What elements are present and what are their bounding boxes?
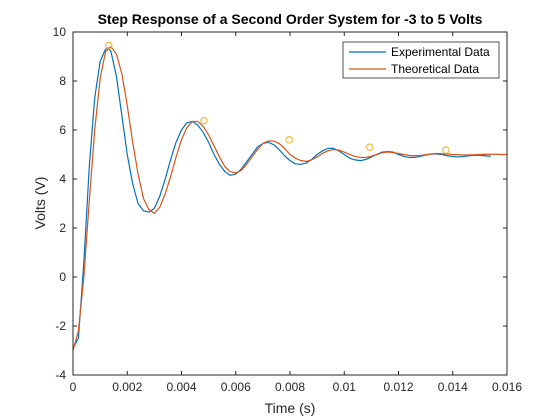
x-tick-label: 0.01 (333, 380, 357, 394)
y-axis-label: Volts (V) (32, 177, 48, 230)
peak-marker (366, 143, 374, 151)
x-tick-label: 0.002 (112, 380, 142, 394)
chart-title: Step Response of a Second Order System f… (98, 11, 483, 27)
y-tick-label: 4 (59, 172, 66, 186)
y-tick-label: 0 (59, 270, 66, 284)
legend: Experimental Data Theoretical Data (342, 41, 500, 79)
x-tick-label: 0 (70, 380, 77, 394)
y-tick-label: 6 (59, 123, 66, 137)
x-tick-label: 0.008 (275, 380, 305, 394)
peak-marker (442, 146, 450, 154)
peak-marker (285, 136, 293, 144)
x-tick-label: 0.012 (383, 380, 413, 394)
series-line-1 (72, 46, 507, 351)
x-tick-label: 0.014 (438, 380, 468, 394)
series-layer (72, 46, 507, 351)
legend-box (342, 41, 500, 79)
x-axis-label: Time (s) (265, 400, 316, 416)
series-line-0 (72, 47, 491, 349)
legend-label-theoretical: Theoretical Data (391, 62, 479, 76)
x-tick-label: 0.016 (492, 380, 522, 394)
marker-layer (105, 41, 450, 154)
y-tick-label: -4 (55, 368, 66, 382)
tick-layer: 0 0.002 0.004 0.006 0.008 0.01 0.012 0.014 0.016… (53, 25, 523, 394)
y-tick-label: 2 (59, 221, 66, 235)
y-tick-label: 8 (59, 74, 66, 88)
legend-label-experimental: Experimental Data (391, 45, 490, 59)
y-tick-label: 10 (53, 25, 67, 39)
x-tick-label: 0.004 (166, 380, 196, 394)
y-tick-label: -2 (55, 319, 66, 333)
x-tick-label: 0.006 (221, 380, 251, 394)
peak-marker (105, 41, 113, 50)
peak-marker (200, 116, 208, 125)
